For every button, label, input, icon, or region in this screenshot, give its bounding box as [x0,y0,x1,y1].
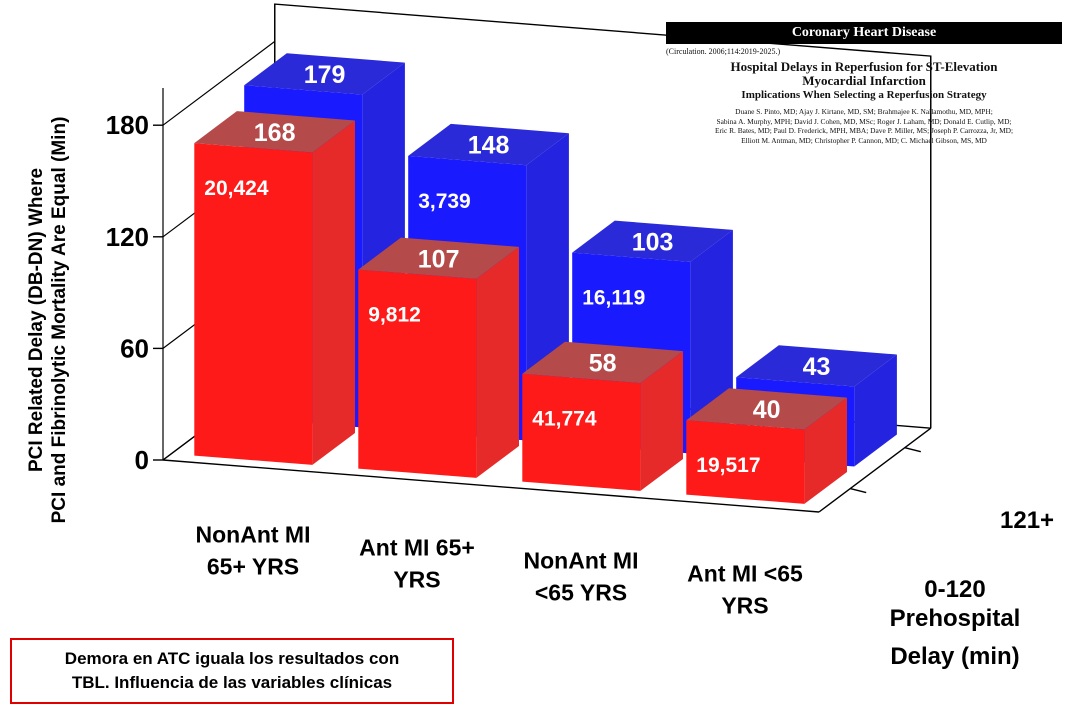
paper-authors-line2: Sabina A. Murphy, MPH; David J. Cohen, M… [716,116,1012,126]
bar-back-1-value-label: 179 [304,61,346,89]
paper-section-band: Coronary Heart Disease [666,22,1062,44]
x-category-label: NonAnt MI <65 YRS [524,548,639,606]
bar-back-2-n-label: 3,739 [418,190,471,213]
paper-authors-line1: Duane S. Pinto, MD; Ajay J. Kirtane, MD,… [735,107,993,116]
bar-front-4-front [686,420,805,504]
y-tick-label: 180 [106,110,149,140]
bar-front-1-front [194,143,313,465]
y-wall-line [162,40,276,126]
x-category-label-line: NonAnt MI [196,522,311,548]
depth-level-label: 121+ [1000,507,1054,534]
x-category-label-line: YRS [721,593,768,619]
y-tick-label: 60 [120,333,149,363]
bar-back-4-side [854,354,897,467]
bar-front-2-value-label: 107 [418,245,460,273]
y-tick-label: 120 [106,222,149,252]
bar-front-4-n-label: 19,517 [696,454,760,477]
bar-front-1-value-label: 168 [254,119,296,147]
bar-back-3-n-label: 16,119 [582,287,645,310]
x-category-label-line: NonAnt MI [524,548,639,574]
note-box: Demora en ATC iguala los resultados con … [10,638,454,704]
paper-authors-line3: Eric R. Bates, MD; Paul D. Frederick, MP… [714,126,1014,135]
depth-tick-mark [850,487,867,494]
paper-subtitle: Implications When Selecting a Reperfusio… [741,89,987,101]
bar-front-3: 58 41,774 [522,341,683,491]
depth-axis-title-line1: Prehospital [890,605,1021,632]
bar-front-3-front [522,373,641,491]
x-category-label-line: <65 YRS [535,580,627,606]
bar-front-3-top [522,341,683,384]
paper-authors-line4: Elliott M. Antman, MD; Christopher P. Ca… [741,135,987,145]
floor-right-edge [818,427,932,513]
y-axis-title-line1: PCI Related Delay (DB-DN) Where [26,168,47,472]
bar-front-2-side [476,246,519,478]
bar-front-4-side [804,397,847,504]
y-axis-title: PCI Related Delay (DB-DN) Where PCI and F… [26,117,70,524]
bar-front-3-value-label: 58 [589,349,617,377]
bar-front-3-n-label: 41,774 [532,408,597,431]
y-axis-title-line2: PCI and Fibrinolytic Mortality Are Equal… [49,117,70,524]
paper-citation: (Circulation. 2006;114:2019-2025.) [666,47,781,56]
bar-back-3-value-label: 103 [632,228,674,256]
bar-back-2-top [408,123,569,166]
x-category-label-line: YRS [393,567,440,593]
x-category-label: NonAnt MI 65+ YRS [196,522,311,580]
bar-front-4: 40 19,517 [686,388,847,504]
depth-axis-title-line2: Delay (min) [890,643,1019,670]
bar-front-4-value-label: 40 [753,396,781,424]
x-category-label: Ant MI <65 YRS [687,561,803,619]
bar-front-1-top [194,111,355,153]
bar-front-2: 107 9,812 [358,237,519,478]
x-category-label-line: 65+ YRS [207,554,299,580]
bar-back-4-value-label: 43 [803,353,831,381]
depth-tick-mark [904,446,921,453]
paper-header-inset: Coronary Heart Disease (Circulation. 200… [666,22,1062,162]
note-line2: TBL. Influencia de las variables clínica… [71,673,393,692]
bar-front-1-n-label: 20,424 [204,177,269,200]
depth-level-label: 0-120 [924,576,985,603]
axis-labels: 0 60 120 180 NonAnt MI 65+ YRS Ant MI 65+ YRS No… [26,110,1054,670]
bar-front-2-n-label: 9,812 [368,304,421,327]
paper-title: Hospital Delays in Reperfusion for ST-El… [666,60,1062,88]
bar-front-2-front [358,269,477,478]
paper-authors: Duane S. Pinto, MD; Ajay J. Kirtane, MD,… [666,107,1062,145]
bar-back-1-top [244,53,405,95]
paper-title-line2: Myocardial Infarction [802,73,926,88]
bar-front-2-top [358,237,519,279]
bars-layer: 435,29610316,1191483,73917910,6144019,51… [194,53,897,504]
x-category-label: Ant MI 65+ YRS [359,535,475,593]
floor-front-edge [162,459,820,513]
bar-back-2-value-label: 148 [468,132,510,160]
y-tick-label: 0 [135,445,149,475]
x-category-label-line: Ant MI <65 [687,561,803,587]
bar-back-4-top [736,345,897,387]
bar-front-4-top [686,388,847,430]
bar-back-3-top [572,220,733,262]
paper-title-line1: Hospital Delays in Reperfusion for ST-El… [730,59,998,74]
bar-front-1: 168 20,424 [194,111,355,465]
bar-front-3-side [640,351,683,491]
note-line1: Demora en ATC iguala los resultados con [64,649,400,668]
x-category-label-line: Ant MI 65+ [359,535,475,561]
bar-front-1-side [312,120,355,465]
